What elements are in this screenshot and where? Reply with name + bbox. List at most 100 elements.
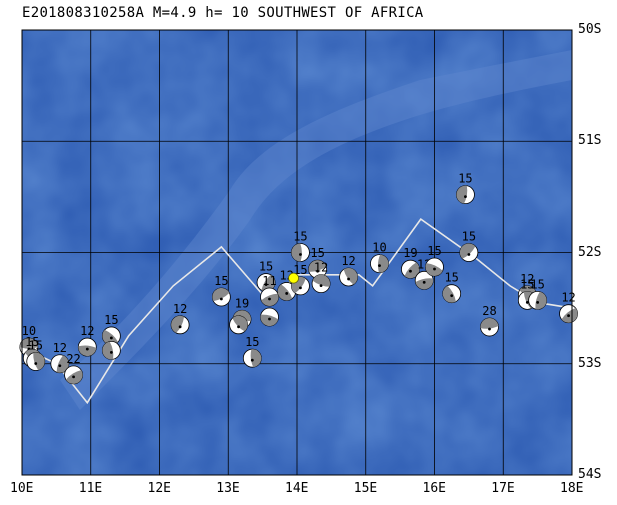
p-axis-dot bbox=[464, 195, 467, 199]
p-axis-dot bbox=[409, 269, 412, 273]
p-axis-dot bbox=[72, 375, 75, 379]
focal-mechanism: 10 bbox=[370, 241, 389, 274]
depth-label: 15 bbox=[520, 277, 534, 291]
depth-label: 12 bbox=[520, 272, 534, 286]
depth-label: 15 bbox=[245, 335, 259, 349]
focal-mechanism: 15 bbox=[211, 274, 231, 307]
compressional-quadrant bbox=[277, 284, 293, 301]
depth-label: 28 bbox=[482, 304, 496, 318]
focal-mechanism: 15 bbox=[308, 246, 328, 279]
focal-mechanism: 12 bbox=[559, 291, 578, 324]
focal-mechanism: 12 bbox=[50, 341, 70, 374]
longitude-label: 18E bbox=[560, 481, 584, 496]
depth-label: 15 bbox=[29, 339, 43, 353]
latitude-label: 51S bbox=[578, 133, 602, 149]
p-axis-dot bbox=[268, 317, 271, 321]
compressional-quadrant bbox=[171, 315, 185, 333]
longitude-label: 11E bbox=[78, 481, 103, 496]
focal-mechanism: 15 bbox=[456, 172, 475, 205]
compressional-quadrant bbox=[308, 260, 327, 272]
compressional-quadrant bbox=[442, 285, 456, 303]
p-axis-dot bbox=[316, 269, 320, 273]
depth-label: 15 bbox=[530, 277, 544, 291]
compressional-quadrant bbox=[212, 288, 230, 302]
focal-mechanism: 15 bbox=[528, 277, 548, 310]
compressional-quadrant bbox=[404, 262, 420, 279]
compressional-quadrant bbox=[480, 318, 499, 329]
p-axis-dot bbox=[264, 283, 268, 286]
compressional-quadrant bbox=[232, 315, 248, 332]
focal-mechanism: 22 bbox=[64, 352, 83, 385]
p-axis-dot bbox=[268, 297, 271, 301]
focal-mechanism: 15 bbox=[291, 230, 310, 262]
longitude-label: 13E bbox=[216, 481, 240, 496]
focal-mechanism: 15 bbox=[459, 230, 479, 262]
depth-label: 12 bbox=[561, 291, 575, 305]
focal-mechanism bbox=[260, 307, 279, 327]
focal-mechanism: 15 bbox=[442, 271, 462, 304]
p-axis-dot bbox=[467, 253, 471, 256]
depth-label: 15 bbox=[293, 263, 307, 277]
compressional-quadrant bbox=[415, 278, 434, 290]
depth-label: 12 bbox=[80, 324, 94, 338]
p-axis-dot bbox=[178, 325, 182, 329]
focal-mechanism: 15 bbox=[256, 260, 276, 292]
focal-mechanism: 12 bbox=[339, 254, 358, 287]
p-axis-dot bbox=[299, 253, 302, 256]
latitude-label: 54S bbox=[578, 467, 602, 482]
p-axis-dot bbox=[433, 267, 436, 271]
compressional-quadrant bbox=[19, 338, 38, 349]
p-axis-dot bbox=[536, 300, 540, 304]
depth-label: 11 bbox=[262, 274, 276, 288]
latitude-label: 50S bbox=[578, 22, 602, 37]
compressional-quadrant bbox=[456, 185, 468, 204]
longitude-label: 15E bbox=[353, 481, 378, 496]
p-axis-dot bbox=[378, 264, 381, 268]
p-axis-dot bbox=[85, 347, 89, 351]
compressional-quadrant bbox=[250, 349, 262, 368]
depth-label: 15 bbox=[25, 335, 39, 349]
p-axis-dot bbox=[422, 280, 426, 284]
p-axis-dot bbox=[319, 284, 323, 288]
depth-label: 15 bbox=[293, 230, 307, 244]
focal-mechanism bbox=[101, 340, 121, 360]
depth-label: 15 bbox=[462, 230, 476, 244]
focal-mechanism bbox=[229, 315, 248, 335]
compressional-quadrant bbox=[291, 243, 302, 262]
focal-mechanism: 15 bbox=[26, 339, 46, 371]
p-axis-dot bbox=[488, 327, 491, 331]
compressional-quadrant bbox=[535, 291, 547, 310]
depth-label: 12 bbox=[173, 302, 187, 316]
focal-mechanism: 28 bbox=[480, 304, 499, 337]
focal-mechanism: 19 bbox=[401, 246, 420, 279]
p-axis-dot bbox=[567, 314, 570, 318]
compressional-quadrant bbox=[261, 274, 276, 292]
focal-mechanism: 15 bbox=[101, 313, 121, 346]
p-axis-dot bbox=[299, 286, 302, 290]
p-axis-dot bbox=[109, 336, 113, 340]
focal-mechanism: 11 bbox=[260, 274, 279, 307]
depth-label: 12 bbox=[314, 261, 328, 275]
compressional-quadrant bbox=[343, 267, 358, 285]
depth-label: 15 bbox=[310, 246, 324, 260]
depth-label: 15 bbox=[444, 271, 458, 285]
compressional-quadrant bbox=[33, 352, 45, 371]
depth-label: 12 bbox=[341, 254, 355, 268]
compressional-quadrant bbox=[56, 355, 69, 373]
latitude-label: 53S bbox=[578, 355, 602, 371]
compressional-quadrant bbox=[312, 274, 331, 287]
p-axis-dot bbox=[347, 277, 350, 281]
depth-label: 22 bbox=[66, 352, 80, 366]
p-axis-dot bbox=[34, 362, 38, 365]
p-axis-dot bbox=[450, 294, 454, 298]
p-axis-dot bbox=[219, 297, 223, 301]
longitude-label: 14E bbox=[285, 481, 309, 496]
longitude-label: 10E bbox=[10, 481, 34, 496]
p-axis-dot bbox=[525, 300, 529, 304]
focal-mechanism: 15 bbox=[242, 335, 262, 368]
latitude-label: 52S bbox=[578, 244, 602, 260]
depth-label: 19 bbox=[235, 296, 249, 310]
compressional-quadrant bbox=[459, 243, 476, 259]
depth-label: 12 bbox=[53, 341, 67, 355]
